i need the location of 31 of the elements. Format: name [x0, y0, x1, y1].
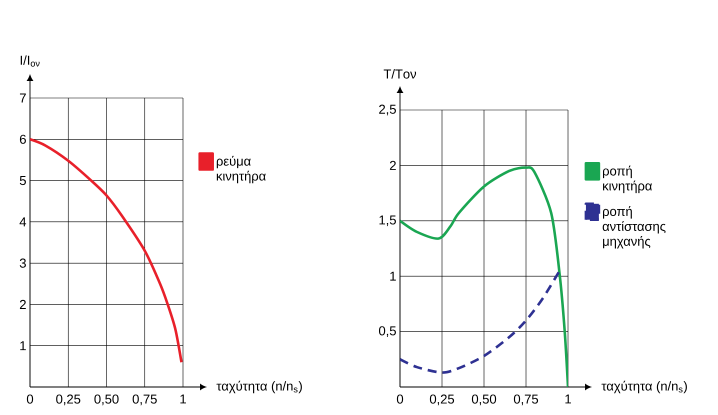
x-tick-label: 0,25 — [430, 394, 454, 406]
x-tick-label: 1 — [180, 394, 186, 404]
y-axis-title: T/Tον — [384, 69, 416, 79]
x-tick-label: 0,75 — [514, 394, 538, 406]
legend-label: ρεύμα κινητήρα — [216, 156, 266, 184]
y-tick-label: 1 — [390, 272, 396, 281]
y-tick-label: 4 — [20, 217, 26, 226]
x-axis-title: ταχύτητα (n/n$_{s}$) — [216, 380, 302, 394]
legend-label: ροπή αντίστασης μηχανής — [602, 206, 666, 248]
y-tick-label: 1,5 — [379, 216, 396, 226]
x-tick-label: 0,75 — [132, 394, 157, 406]
y-tick-label: 5 — [20, 176, 26, 186]
y-tick-label: 1 — [20, 341, 26, 350]
y-tick-label: 6 — [20, 134, 26, 144]
x-tick-label: 0,50 — [94, 394, 119, 406]
x-tick-label: 0,25 — [56, 394, 80, 406]
x-tick-label: 0 — [396, 394, 404, 404]
y-tick-label: 7 — [20, 94, 26, 102]
line-series — [30, 138, 183, 364]
y-tick-label: 2 — [390, 160, 396, 170]
x-tick-label: 0,50 — [472, 394, 496, 406]
x-tick-label: 1 — [565, 394, 571, 404]
x-axis-title: ταχύτητα (n/n$_{s}$) — [602, 380, 687, 394]
y-tick-label: 2,5 — [379, 104, 396, 116]
y-tick-label: 0,5 — [378, 326, 396, 337]
x-tick-label: 0 — [26, 394, 34, 404]
line-series — [400, 269, 561, 374]
legend-label: ροπή κινητήρα — [602, 166, 652, 194]
y-axis-title: I/I$_{ον}$ — [20, 55, 40, 67]
y-tick-label: 2 — [20, 300, 26, 309]
y-tick-label: 3 — [20, 258, 26, 268]
